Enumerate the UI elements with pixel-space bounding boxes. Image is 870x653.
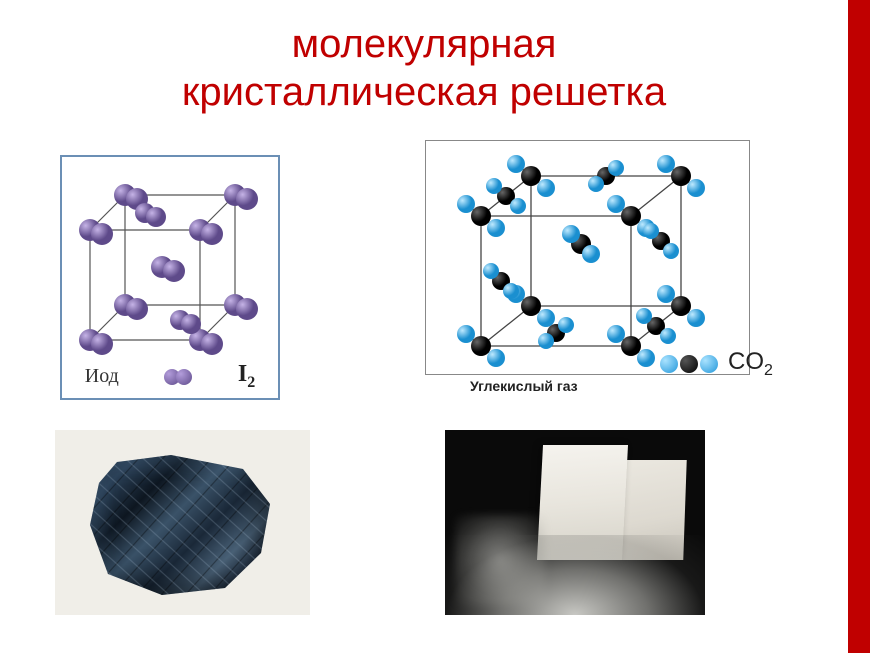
title-line-2: кристаллическая решетка	[0, 68, 848, 116]
co2-formula: CO2	[728, 348, 773, 380]
iodine-lattice-diagram: Иод I2	[60, 155, 280, 400]
iodine-lattice-svg	[70, 165, 270, 365]
co2-lattice-svg	[456, 146, 721, 371]
dry-ice-photo	[445, 430, 705, 615]
carbon-legend-icon	[680, 355, 698, 373]
iodine-formula: I2	[238, 361, 255, 392]
co2-caption: Углекислый газ	[470, 378, 578, 394]
iodine-label-row: Иод I2	[62, 361, 278, 392]
iodine-name: Иод	[85, 365, 119, 388]
co2-lattice-diagram	[425, 140, 750, 375]
oxygen-legend-icon-2	[700, 355, 718, 373]
oxygen-legend-icon	[660, 355, 678, 373]
title-line-1: молекулярная	[0, 20, 848, 68]
co2-legend: CO2	[660, 348, 773, 380]
accent-bar	[848, 0, 870, 653]
iodine-crystal-photo	[55, 430, 310, 615]
iodine-molecule-icon	[164, 369, 192, 385]
slide-title: молекулярная кристаллическая решетка	[0, 20, 848, 116]
